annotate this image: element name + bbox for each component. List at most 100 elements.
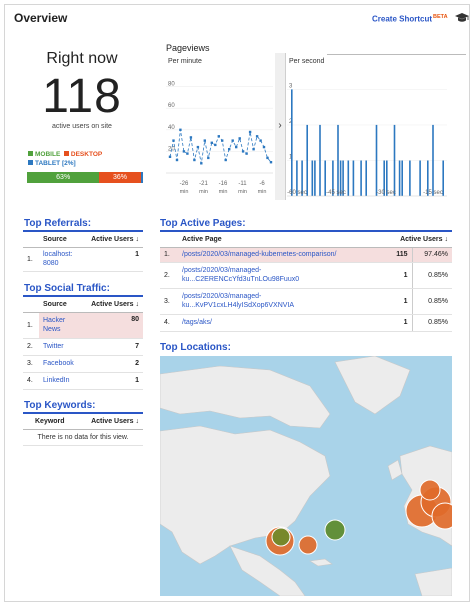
- referrals-col-source[interactable]: Source: [39, 232, 81, 248]
- page-link[interactable]: /posts/2020/03/managed- ku...KvPV1cxLH4l…: [178, 288, 387, 315]
- table-row: 3. Facebook 2: [23, 355, 143, 373]
- page-link[interactable]: /tags/aks/: [178, 314, 387, 332]
- second-bar: [393, 124, 396, 196]
- second-bar: [314, 160, 316, 196]
- second-bar: [398, 160, 401, 196]
- beta-badge: BETA: [433, 14, 448, 20]
- minute-data-point: [241, 150, 245, 153]
- referral-source-link[interactable]: localhost: 8080: [39, 247, 81, 272]
- top-pages-table: Active Page Active Users ↓ 1. /posts/2020…: [160, 230, 452, 332]
- land-caribbean: [309, 558, 333, 567]
- top-pages-title: Top Active Pages:: [160, 218, 246, 229]
- location-bubble[interactable]: [298, 535, 318, 555]
- minute-data-point: [168, 155, 172, 158]
- social-source-link[interactable]: LinkedIn: [39, 372, 82, 390]
- land-arctic: [160, 365, 331, 429]
- minute-data-point: [252, 148, 255, 151]
- land-africa: [414, 567, 452, 596]
- pages-col-users-label: Active Users: [400, 235, 443, 243]
- minute-xtick-label: -11: [238, 181, 247, 187]
- second-bar: [432, 124, 434, 196]
- second-bar: [427, 160, 429, 196]
- desktop-swatch: [63, 151, 69, 156]
- location-bubble[interactable]: [431, 502, 452, 530]
- location-bubble[interactable]: [271, 527, 291, 547]
- minute-data-point: [200, 162, 203, 165]
- minute-series-line: [169, 129, 272, 164]
- graduation-cap-icon[interactable]: [455, 13, 469, 23]
- keywords-col-users[interactable]: Active Users ↓: [76, 414, 143, 430]
- land-greenland: [334, 356, 411, 415]
- social-source-link[interactable]: Twitter: [39, 338, 82, 356]
- referrals-col-users[interactable]: Active Users ↓: [80, 232, 143, 248]
- panel-divider: [275, 53, 285, 200]
- second-bar: [419, 160, 421, 196]
- world-map-svg: [160, 356, 452, 596]
- minute-data-point: [255, 135, 259, 138]
- pageviews-divider: [327, 54, 466, 55]
- row-index: 2.: [160, 262, 178, 289]
- page-link[interactable]: /posts/2020/03/managed- ku...C2ERENCcYfd…: [178, 262, 387, 289]
- top-keywords-table: Keyword Active Users ↓ There is no data f…: [23, 412, 143, 446]
- minute-data-point: [238, 137, 241, 140]
- table-row: 3. /posts/2020/03/managed- ku...KvPV1cxL…: [160, 288, 452, 315]
- location-bubble[interactable]: [419, 479, 441, 501]
- sort-down-icon: ↓: [444, 235, 449, 243]
- minute-data-point: [182, 150, 186, 153]
- minute-data-point: [193, 158, 196, 162]
- legend-desktop-label: DESKTOP: [70, 151, 103, 158]
- sort-down-icon: ↓: [135, 235, 140, 243]
- minute-data-point: [262, 145, 266, 149]
- location-bubble[interactable]: [324, 519, 346, 541]
- create-shortcut-link[interactable]: Create ShortcutBETA: [372, 14, 448, 24]
- minute-data-point: [175, 158, 179, 162]
- table-row: 4. /tags/aks/ 1 0.85%: [160, 314, 452, 332]
- second-bar: [442, 160, 444, 196]
- minute-ytick-label: 40: [168, 125, 175, 131]
- top-locations-title: Top Locations:: [160, 342, 231, 353]
- page-users: 1: [386, 314, 413, 332]
- second-bar: [291, 89, 293, 196]
- page-percent: 0.85%: [412, 314, 452, 332]
- minute-data-point: [231, 139, 234, 142]
- social-col-users[interactable]: Active Users ↓: [81, 297, 143, 313]
- row-index: 1.: [23, 312, 39, 339]
- pages-col-page[interactable]: Active Page: [178, 232, 387, 248]
- locations-map[interactable]: [160, 356, 452, 596]
- second-bar: [409, 160, 411, 196]
- top-referrals-title: Top Referrals:: [24, 218, 92, 229]
- social-users: 2: [81, 355, 143, 373]
- page-users: 1: [386, 262, 413, 289]
- pageviews-chart[interactable]: ›Per minute80604020-26min-21min-16min-11…: [163, 53, 466, 200]
- second-bar: [360, 160, 362, 196]
- dashboard-frame: [4, 4, 470, 602]
- table-row: 1. /posts/2020/03/managed-kubernetes-com…: [160, 247, 452, 263]
- minute-data-point: [207, 156, 210, 160]
- social-col-source[interactable]: Source: [39, 297, 82, 313]
- active-users-subtitle: active users on site: [52, 123, 112, 130]
- social-col-users-label: Active Users: [91, 300, 134, 308]
- mobile-percent: 63%: [56, 174, 71, 181]
- minute-data-point: [235, 145, 238, 149]
- second-bar: [296, 160, 298, 196]
- table-row: 2. Twitter 7: [23, 338, 143, 356]
- keywords-col-keyword[interactable]: Keyword: [23, 414, 77, 430]
- header-bar: Overview Create ShortcutBETA: [4, 4, 470, 30]
- minute-ytick-label: 60: [168, 103, 175, 109]
- social-source-link[interactable]: Hacker News: [39, 312, 82, 339]
- minute-xtick-unit: min: [180, 189, 189, 195]
- minute-data-point: [224, 158, 227, 162]
- land-north-america: [160, 425, 331, 565]
- pages-col-users[interactable]: Active Users ↓: [386, 232, 452, 248]
- page-link[interactable]: /posts/2020/03/managed-kubernetes-compar…: [178, 247, 387, 263]
- legend-desktop: DESKTOP: [63, 151, 103, 158]
- second-bar: [375, 124, 378, 196]
- social-source-link[interactable]: Facebook: [39, 355, 82, 373]
- device-legend: MOBILE DESKTOP TABLET [2%]: [28, 150, 102, 168]
- desktop-percent: 36%: [113, 174, 128, 181]
- minute-data-point: [196, 145, 200, 149]
- minute-xtick-unit: min: [219, 189, 228, 195]
- minute-ytick-label: 80: [168, 82, 175, 88]
- device-split-bar[interactable]: 63% 36%: [27, 172, 143, 183]
- second-bar: [332, 160, 334, 196]
